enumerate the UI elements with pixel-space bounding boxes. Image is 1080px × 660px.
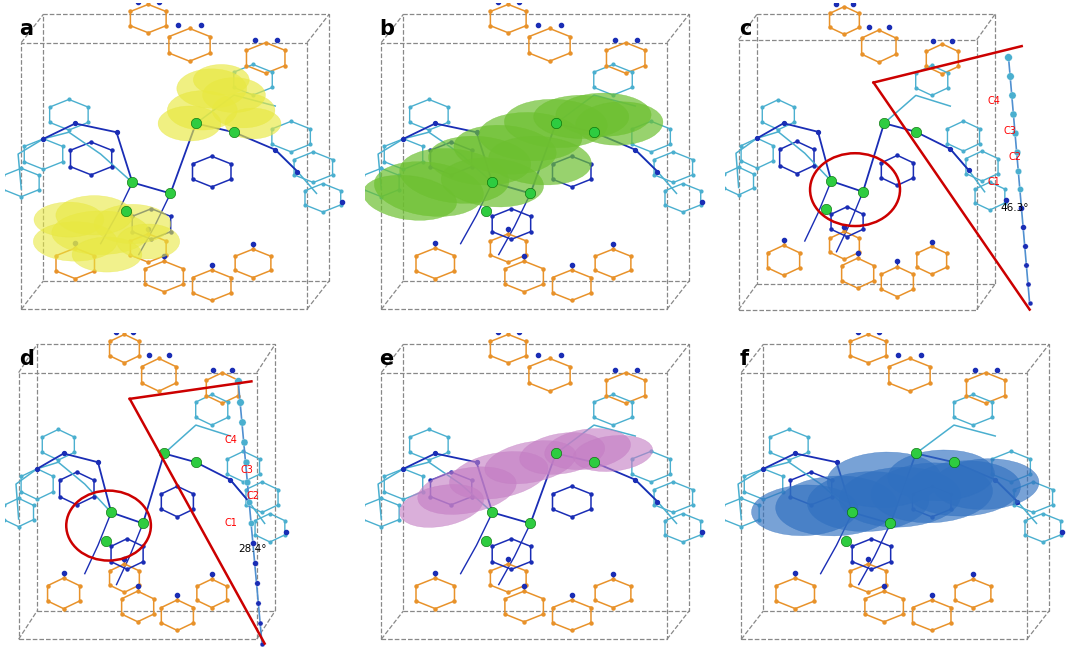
Ellipse shape — [839, 467, 961, 527]
Ellipse shape — [225, 108, 281, 139]
Text: b: b — [379, 20, 394, 40]
Ellipse shape — [480, 112, 582, 161]
Ellipse shape — [33, 222, 117, 261]
Text: c: c — [740, 20, 752, 40]
Ellipse shape — [442, 158, 543, 207]
Text: C4: C4 — [225, 434, 238, 445]
Ellipse shape — [449, 451, 548, 499]
Ellipse shape — [888, 450, 995, 501]
Ellipse shape — [177, 69, 246, 108]
Ellipse shape — [363, 175, 457, 220]
Text: C4: C4 — [987, 96, 1000, 106]
Ellipse shape — [400, 148, 509, 203]
Ellipse shape — [158, 106, 221, 141]
Ellipse shape — [52, 211, 149, 255]
Ellipse shape — [485, 441, 576, 484]
Text: 46.3°: 46.3° — [1000, 203, 1029, 213]
Ellipse shape — [775, 476, 897, 536]
Ellipse shape — [488, 137, 592, 185]
Text: a: a — [19, 20, 33, 40]
Ellipse shape — [906, 461, 1021, 516]
Ellipse shape — [454, 125, 556, 174]
Ellipse shape — [870, 463, 993, 523]
Text: d: d — [19, 350, 35, 370]
Text: C3: C3 — [1003, 126, 1016, 136]
Ellipse shape — [72, 237, 141, 272]
Text: C2: C2 — [1009, 152, 1022, 162]
Ellipse shape — [193, 65, 249, 95]
Ellipse shape — [400, 484, 484, 527]
Ellipse shape — [752, 485, 858, 536]
Ellipse shape — [544, 428, 631, 470]
Ellipse shape — [117, 224, 179, 259]
Text: C1: C1 — [987, 178, 1000, 187]
Ellipse shape — [573, 436, 652, 471]
Ellipse shape — [418, 467, 516, 514]
Text: C2: C2 — [246, 492, 259, 502]
Ellipse shape — [932, 459, 1039, 510]
Text: f: f — [740, 350, 748, 370]
Text: C1: C1 — [225, 517, 238, 527]
Ellipse shape — [375, 162, 484, 216]
Ellipse shape — [827, 452, 941, 508]
Ellipse shape — [203, 78, 266, 113]
Ellipse shape — [33, 202, 104, 237]
Ellipse shape — [56, 195, 133, 235]
Ellipse shape — [556, 93, 651, 137]
Ellipse shape — [519, 432, 605, 475]
Ellipse shape — [212, 93, 275, 128]
Ellipse shape — [808, 472, 929, 531]
Ellipse shape — [167, 90, 238, 130]
Ellipse shape — [94, 205, 171, 244]
Ellipse shape — [576, 102, 663, 145]
Ellipse shape — [504, 100, 607, 148]
Text: 28.4°: 28.4° — [239, 544, 267, 554]
Ellipse shape — [534, 95, 629, 139]
Text: C3: C3 — [241, 465, 254, 475]
Text: e: e — [379, 350, 393, 370]
Ellipse shape — [429, 136, 531, 185]
